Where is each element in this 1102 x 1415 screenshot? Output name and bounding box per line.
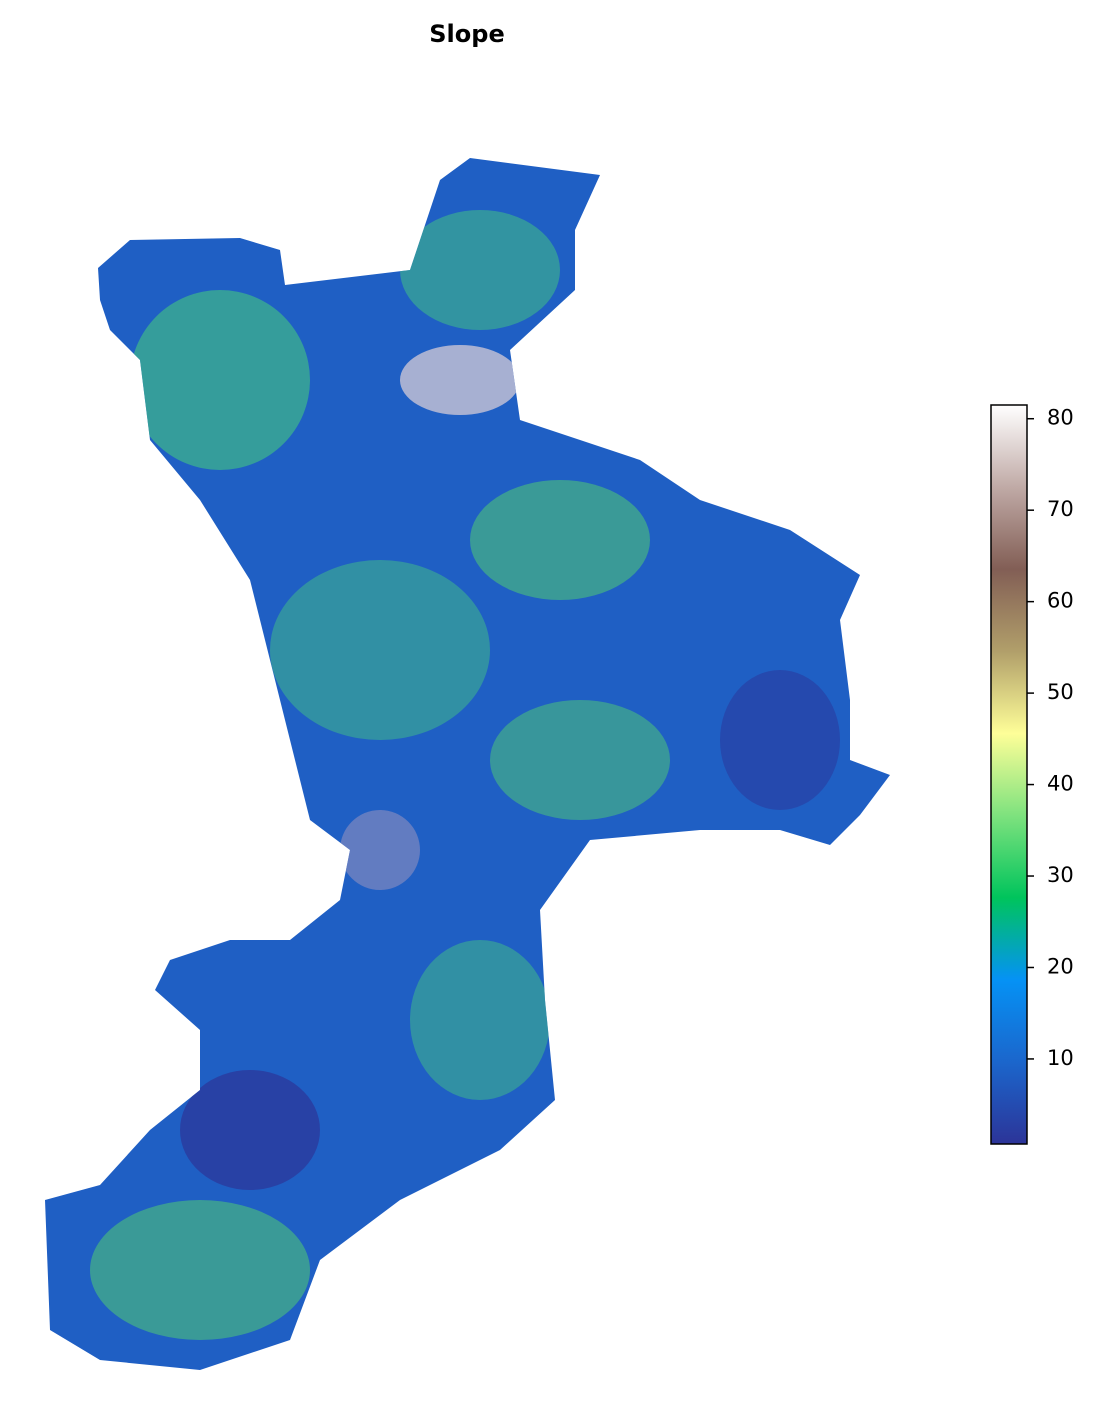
colorbar-tick-label: 40 xyxy=(1047,772,1074,796)
colorbar-tick-label: 10 xyxy=(1047,1046,1074,1070)
colorbar-tick-label: 30 xyxy=(1047,863,1074,887)
map-title: Slope xyxy=(429,20,504,48)
colorbar-tick-label: 70 xyxy=(1047,497,1074,521)
colorbar-tick-label: 20 xyxy=(1047,954,1074,978)
colorbar xyxy=(990,404,1028,1145)
slope-raster xyxy=(45,158,890,1370)
colorbar-tick-label: 80 xyxy=(1047,406,1074,430)
colorbar-tick-label: 60 xyxy=(1047,589,1074,613)
colorbar-tick-label: 50 xyxy=(1047,680,1074,704)
